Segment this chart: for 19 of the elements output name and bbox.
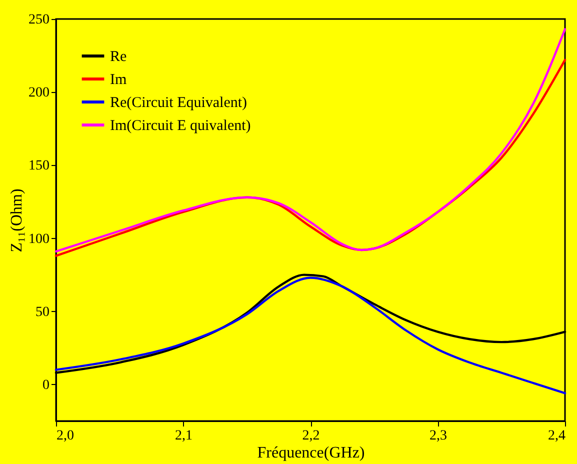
y-tick-label: 200 <box>28 86 50 101</box>
legend-label: Im <box>110 72 127 88</box>
x-tick-label: 2,3 <box>430 428 447 444</box>
legend-label: Im(Circuit E quivalent) <box>110 118 251 134</box>
line-series <box>54 28 566 253</box>
y-axis-title: Z₁₁(Ohm) <box>8 188 26 252</box>
x-tick-label: 2,2 <box>302 428 320 444</box>
line-series <box>54 276 566 394</box>
y-tick-label: 0 <box>42 378 50 393</box>
legend-label: Re <box>110 49 128 65</box>
x-tick-label: 2,1 <box>175 428 192 444</box>
x-axis-title: Fréquence(GHz) <box>257 444 365 462</box>
y-tick-label: 50 <box>36 304 50 320</box>
y-tick-label: 100 <box>28 232 50 247</box>
x-tick-label: 2,0 <box>56 428 74 444</box>
y-tick-label: 250 <box>28 12 50 28</box>
y-tick-label: 150 <box>28 158 50 174</box>
x-tick-label: 2,4 <box>548 428 566 444</box>
legend-label: Re(Circuit Equivalent) <box>110 95 248 111</box>
